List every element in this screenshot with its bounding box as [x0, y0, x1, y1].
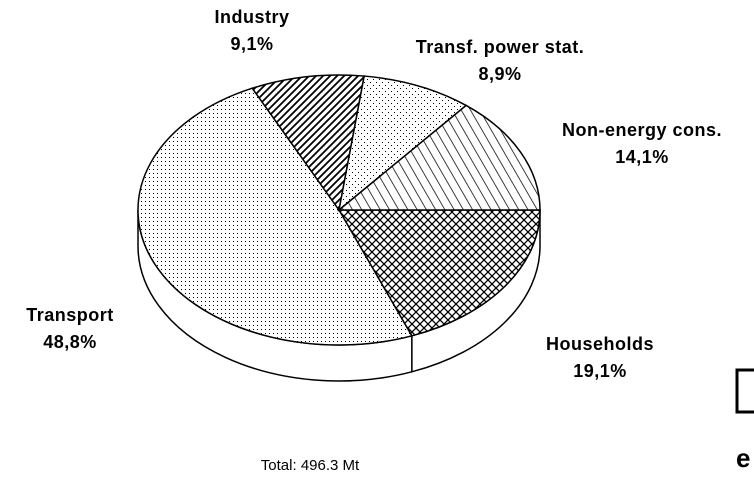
slice — [336, 104, 541, 211]
slice — [337, 75, 468, 212]
slice-label: Transf. power stat. — [416, 37, 585, 57]
slice-label: Transport — [26, 305, 114, 325]
value-label: 48,8% — [43, 332, 97, 352]
value-label: 8,9% — [478, 64, 521, 84]
slice — [337, 209, 541, 337]
value-label: 14,1% — [615, 147, 669, 167]
corner-text: e — [736, 443, 750, 473]
total-annotation: Total: 496.3 Mt — [261, 457, 360, 474]
slice-label: Non-energy cons. — [562, 120, 722, 140]
pie — [137, 74, 541, 382]
slice-label: Households — [546, 334, 654, 354]
slice — [137, 87, 413, 346]
slice-label: Industry — [214, 7, 289, 27]
corner-box — [735, 368, 754, 414]
value-label: 9,1% — [230, 34, 273, 54]
value-label: 19,1% — [573, 361, 627, 381]
slice — [251, 74, 366, 212]
